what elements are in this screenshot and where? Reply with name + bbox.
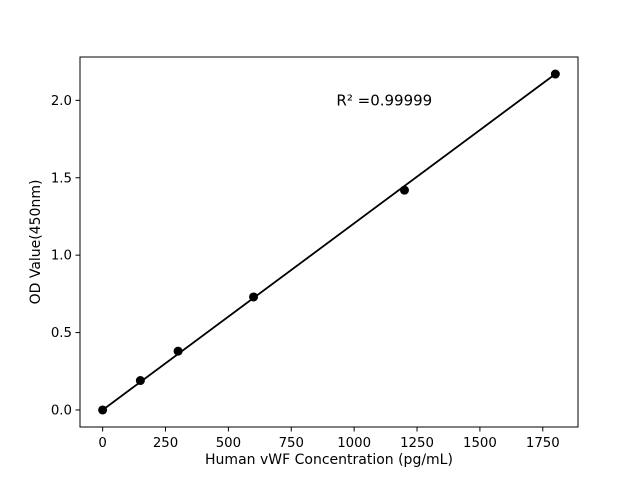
data-point — [135, 376, 145, 386]
plot-border — [79, 56, 579, 428]
x-tick-label: 1500 — [463, 436, 497, 451]
data-point — [249, 292, 259, 302]
x-tick-label: 1250 — [400, 436, 434, 451]
y-tick-label: 0.5 — [51, 326, 72, 341]
data-point — [98, 405, 108, 415]
x-tick-label: 0 — [98, 436, 106, 451]
x-tick-label: 750 — [279, 436, 304, 451]
y-tick-label: 1.5 — [51, 171, 72, 186]
x-tick-label: 1000 — [337, 436, 371, 451]
data-point — [550, 69, 560, 79]
y-tick-label: 2.0 — [51, 94, 72, 109]
data-point — [173, 346, 183, 356]
x-tick-label: 250 — [153, 436, 178, 451]
r-squared-annotation: R² =0.99999 — [336, 91, 432, 109]
y-tick-label: 1.0 — [51, 249, 72, 264]
y-tick-label: 0.0 — [51, 403, 72, 418]
y-axis-label: OD Value(450nm) — [28, 180, 44, 305]
x-axis-label: Human vWF Concentration (pg/mL) — [205, 452, 453, 468]
x-tick-label: 500 — [216, 436, 241, 451]
data-point — [399, 185, 409, 195]
x-tick-label: 1750 — [526, 436, 560, 451]
